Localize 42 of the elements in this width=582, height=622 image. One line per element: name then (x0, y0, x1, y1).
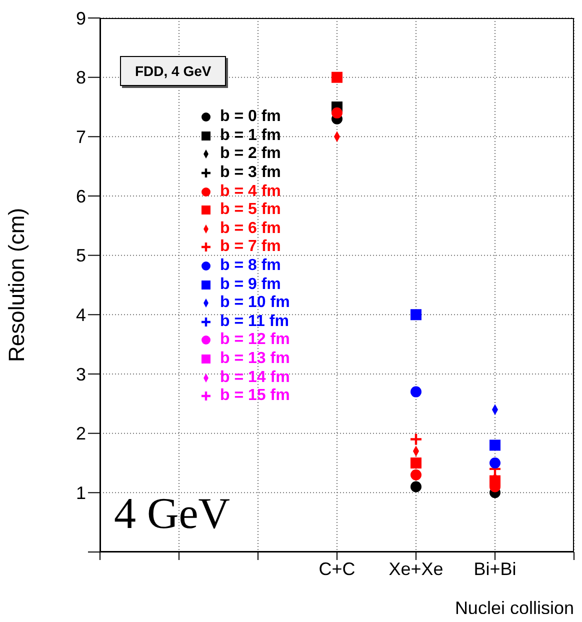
y-tick-label: 8 (76, 68, 86, 88)
y-tick-label: 5 (76, 246, 86, 266)
legend-label: b = 2 fm (220, 145, 281, 164)
legend-label: b = 12 fm (220, 331, 290, 350)
point (410, 458, 422, 468)
point (490, 458, 500, 468)
annotation: 4 GeV (114, 488, 230, 539)
legend-label: b = 15 fm (220, 387, 290, 406)
legend-label: b = 7 fm (220, 238, 281, 256)
point (410, 309, 422, 320)
point (410, 469, 422, 480)
legend-label: b = 14 fm (220, 368, 290, 387)
legend-label: b = 6 fm (220, 220, 281, 238)
point (410, 386, 422, 398)
point (490, 440, 500, 451)
x-tick-label: Bi+Bi (474, 558, 516, 579)
point (332, 107, 342, 118)
x-axis-title: Nuclei collision (454, 598, 574, 618)
y-tick-label: 3 (76, 364, 86, 384)
point (409, 432, 423, 446)
legend-label: b = 10 fm (220, 294, 290, 312)
legend-label: b = 3 fm (220, 164, 281, 182)
legend-label: b = 4 fm (220, 182, 281, 201)
point (410, 481, 422, 492)
y-tick-label: 6 (76, 186, 86, 206)
y-tick-label: 4 (76, 305, 86, 326)
legend-label: b = 8 fm (220, 257, 281, 276)
legend-label: b = 11 fm (220, 312, 289, 331)
legend-label: b = 1 fm (220, 126, 281, 145)
y-tick-label: 2 (76, 424, 86, 444)
y-axis-title: Resolution (cm) (4, 208, 29, 362)
x-tick-label: C+C (318, 558, 356, 579)
y-tick-label: 7 (76, 127, 86, 148)
x-tick-label: Xe+Xe (388, 558, 444, 579)
legend-label: b = 5 fm (220, 201, 281, 220)
y-tick-label: 9 (76, 8, 86, 28)
legend-label: b = 9 fm (220, 276, 281, 294)
legend-label: b = 13 fm (220, 350, 290, 368)
legend-label: b = 0 fm (220, 108, 281, 126)
y-tick-label: 1 (76, 483, 86, 504)
text: FDD, 4 GeV (120, 56, 226, 86)
point (332, 72, 342, 83)
